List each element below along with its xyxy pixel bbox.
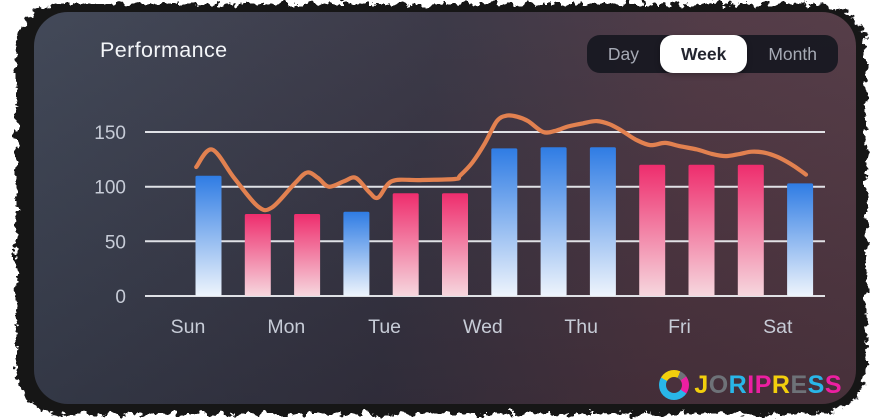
bar-4 xyxy=(392,193,419,296)
brand-letter: S xyxy=(807,370,825,399)
brand-logo-icon xyxy=(659,370,690,400)
x-tick-label: Fri xyxy=(668,316,691,338)
toggle-day[interactable]: Day xyxy=(587,35,660,73)
x-tick-label: Thu xyxy=(564,316,598,338)
bar-0 xyxy=(195,175,222,296)
bar-8 xyxy=(589,147,616,296)
bar-10 xyxy=(688,164,715,296)
range-toggle-group: Day Week Month xyxy=(586,35,838,73)
toggle-month[interactable]: Month xyxy=(747,35,838,73)
x-tick-label: Sat xyxy=(763,316,793,338)
bar-7 xyxy=(540,147,567,296)
bar-9 xyxy=(639,164,666,296)
bar-5 xyxy=(442,193,468,296)
bar-12 xyxy=(787,183,814,296)
bar-11 xyxy=(737,164,764,296)
brand-text: JORIPRESS xyxy=(694,371,842,400)
brand-letter: E xyxy=(790,370,808,399)
brand-letter: I xyxy=(747,370,755,399)
brand-letter: J xyxy=(694,370,709,399)
brand-letter: S xyxy=(824,370,842,399)
x-tick-label: Sun xyxy=(171,316,206,338)
watermark: JORIPRESS xyxy=(659,370,842,400)
toggle-week[interactable]: Week xyxy=(659,35,748,73)
brand-letter: P xyxy=(754,370,772,399)
bar-1 xyxy=(244,214,271,296)
brand-letter: R xyxy=(771,370,791,399)
bar-3 xyxy=(343,211,370,296)
bar-2 xyxy=(294,214,321,296)
y-tick-label: 150 xyxy=(94,123,126,144)
y-tick-label: 100 xyxy=(94,178,126,199)
bar-6 xyxy=(491,148,518,296)
y-tick-label: 50 xyxy=(105,232,126,253)
page-title: Performance xyxy=(100,38,228,62)
x-tick-label: Mon xyxy=(267,316,305,338)
x-tick-label: Wed xyxy=(463,316,503,338)
brand-letter: O xyxy=(708,370,729,399)
performance-card: Performance Day Week Month 0 50 100 150 Sun M… xyxy=(34,12,856,404)
y-tick-label: 0 xyxy=(115,287,126,308)
x-tick-label: Tue xyxy=(368,316,401,338)
brand-letter: R xyxy=(728,370,748,399)
performance-chart: 0 50 100 150 Sun Mon Tue Wed Thu Fri Sat xyxy=(94,113,825,338)
trend-line xyxy=(194,113,809,213)
